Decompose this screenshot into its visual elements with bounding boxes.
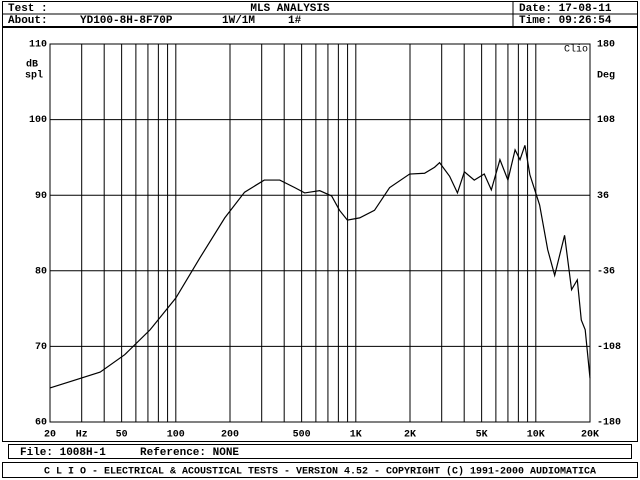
y-tick-label: 70 [35,342,47,353]
x-tick-label: 200 [221,430,239,441]
number: 1# [288,15,302,27]
x-tick-label: 5K [476,430,488,441]
file: File: 1008H-1 [20,447,106,459]
x-tick-label: 10K [527,430,545,441]
y-tick-label: 100 [29,115,47,126]
x-tick-label: 1K [350,430,362,441]
y-tick-label: 80 [35,266,47,277]
date: Date: 17-08-11 [519,3,612,15]
device: YD100-8H-8F70P [80,15,173,27]
y-tick-label: 90 [35,191,47,202]
level: 1W/1M [222,15,255,27]
x-tick-label: 2K [404,430,416,441]
credits: C L I O - ELECTRICAL & ACOUSTICAL TESTS … [44,466,596,478]
x-tick-label: 20 [44,430,56,441]
x-tick-label: 100 [167,430,185,441]
y2-tick-label: -36 [597,266,615,277]
y-tick-label: 110 [29,40,47,51]
y2-tick-label: 180 [597,40,615,51]
y2-tick-label: 36 [597,191,609,202]
x-unit: Hz [76,430,88,441]
about-label: About: [8,15,48,27]
y2-axis-label: Deg [597,71,615,82]
x-tick-label: 500 [293,430,311,441]
y2-tick-label: -108 [597,342,621,353]
y-axis-label: spl [25,70,43,82]
x-tick-label: 50 [116,430,128,441]
file-bar [8,444,632,459]
footer-bar [2,462,638,478]
y-tick-label: 60 [35,418,47,429]
plot: 20 50 100 200 500 1K 2K 5K 10K 20K Hz 60 70 80 90 100 11… [25,40,621,441]
chart-frame [2,27,638,442]
brand: Clio [564,44,588,56]
y2-tick-label: 108 [597,115,615,126]
test-label: Test : [8,3,48,15]
x-tick-label: 20K [581,430,599,441]
y2-tick-label: -180 [597,418,621,429]
time: Time: 09:26:54 [519,15,612,27]
title: MLS ANALYSIS [250,3,330,15]
reference: Reference: NONE [140,447,239,459]
y-axis-label: dB [26,59,38,71]
response-curve [49,145,591,389]
